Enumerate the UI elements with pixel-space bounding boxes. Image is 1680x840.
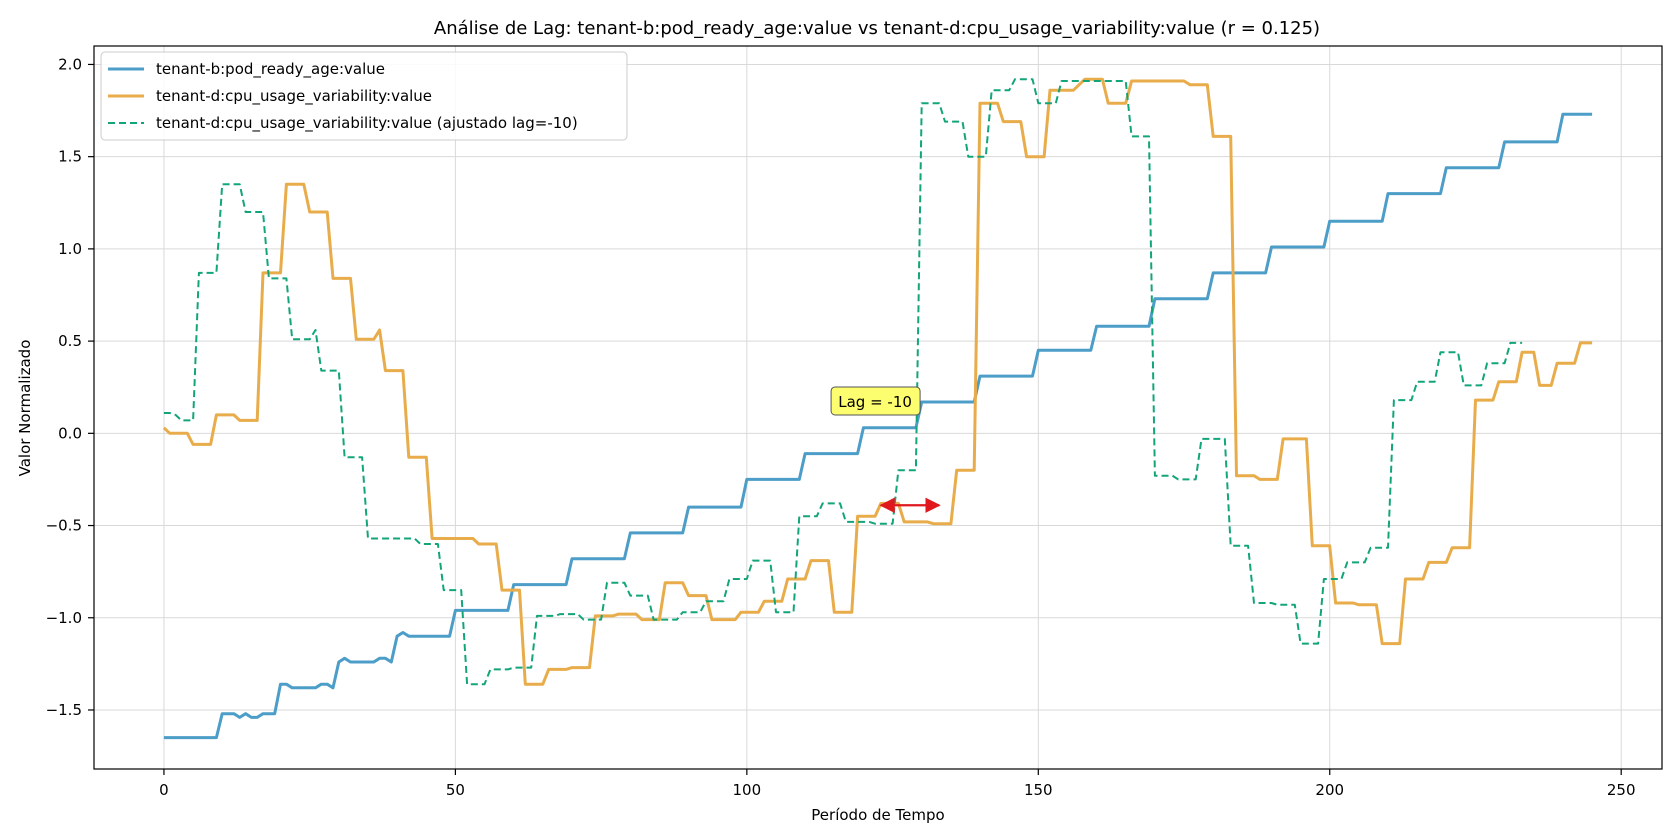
y-tick-label: 2.0 — [58, 55, 82, 73]
series-layer — [162, 77, 1593, 740]
chart-title: Análise de Lag: tenant-b:pod_ready_age:v… — [434, 18, 1320, 39]
y-tick-label: −0.5 — [46, 517, 82, 535]
y-tick-label: 1.0 — [58, 240, 82, 258]
legend: tenant-b:pod_ready_age:value tenant-d:cpu… — [100, 51, 628, 141]
x-tick-label: 250 — [1607, 781, 1636, 799]
x-axis: 0 50 100 150 200 250 — [159, 769, 1636, 799]
series-line-3 — [163, 78, 1523, 686]
legend-label-3: tenant-d:cpu_usage_variability:value (aj… — [156, 114, 578, 133]
grid — [94, 46, 1662, 769]
y-tick-label: 1.5 — [58, 148, 82, 166]
series-line-1 — [163, 112, 1593, 740]
legend-box — [100, 51, 628, 141]
y-axis: −1.5 −1.0 −0.5 0.0 0.5 1.0 1.5 2.0 — [46, 55, 94, 719]
legend-label-1: tenant-b:pod_ready_age:value — [156, 60, 385, 79]
y-tick-label: 0.5 — [58, 332, 82, 350]
x-tick-label: 200 — [1315, 781, 1344, 799]
x-axis-label: Período de Tempo — [811, 806, 944, 824]
annotation-layer: Lag = -10 — [830, 386, 941, 513]
y-axis-label: Valor Normalizado — [16, 340, 34, 477]
plot-frame — [93, 45, 1663, 770]
y-tick-label: −1.0 — [46, 609, 82, 627]
lag-annotation-box — [830, 386, 921, 416]
y-tick-label: −1.5 — [46, 701, 82, 719]
legend-label-2: tenant-d:cpu_usage_variability:value — [156, 87, 432, 106]
y-tick-label: 0.0 — [58, 424, 82, 442]
x-tick-label: 100 — [733, 781, 762, 799]
x-tick-label: 0 — [159, 781, 169, 799]
x-tick-label: 50 — [446, 781, 465, 799]
lag-annotation-text: Lag = -10 — [838, 393, 912, 411]
series-line-2 — [162, 77, 1593, 686]
x-tick-label: 150 — [1024, 781, 1053, 799]
